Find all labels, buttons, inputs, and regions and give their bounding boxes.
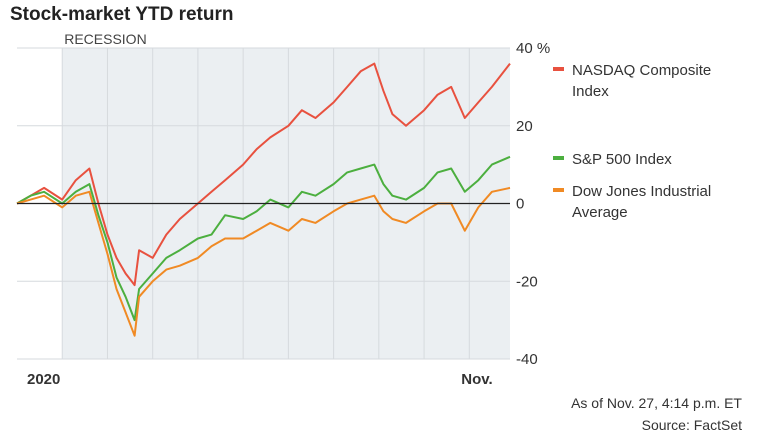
legend-swatch — [553, 156, 564, 160]
legend-swatch — [553, 67, 564, 71]
x-axis-ticks: 2020 Nov. — [27, 371, 493, 388]
legend-label: Dow Jones Industrial Average — [572, 183, 711, 221]
gridlines — [17, 47, 510, 360]
legend-label: S&P 500 Index — [572, 151, 672, 168]
y-tick-label: 0 — [516, 196, 524, 213]
legend-item-2: Dow Jones Industrial Average — [553, 183, 711, 221]
series-line-0 — [16, 62, 511, 287]
y-tick-label: -40 — [516, 351, 538, 368]
x-tick-label: 2020 — [27, 371, 60, 388]
chart-title: Stock-market YTD return — [10, 4, 234, 25]
recession-shading: RECESSION — [62, 31, 510, 359]
source-note: Source: FactSet — [641, 417, 742, 433]
series-line-2 — [16, 186, 511, 337]
as-of-note: As of Nov. 27, 4:14 p.m. ET — [571, 395, 742, 411]
legend-item-1: S&P 500 Index — [553, 151, 672, 168]
legend: NASDAQ Composite Index S&P 500 Index Dow Jo… — [553, 62, 711, 221]
y-tick-label: 20 — [516, 118, 533, 135]
y-axis-ticks: 40 % 20 0 -20 -40 — [516, 40, 550, 368]
y-tick-label: 40 % — [516, 40, 550, 57]
y-tick-label: -20 — [516, 273, 538, 290]
series-lines — [16, 62, 511, 337]
legend-item-0: NASDAQ Composite Index — [553, 62, 711, 100]
series-line-1 — [16, 155, 511, 322]
legend-swatch — [553, 188, 564, 192]
legend-label: NASDAQ Composite Index — [572, 62, 711, 100]
x-tick-label: Nov. — [461, 371, 492, 388]
recession-label: RECESSION — [64, 31, 146, 47]
